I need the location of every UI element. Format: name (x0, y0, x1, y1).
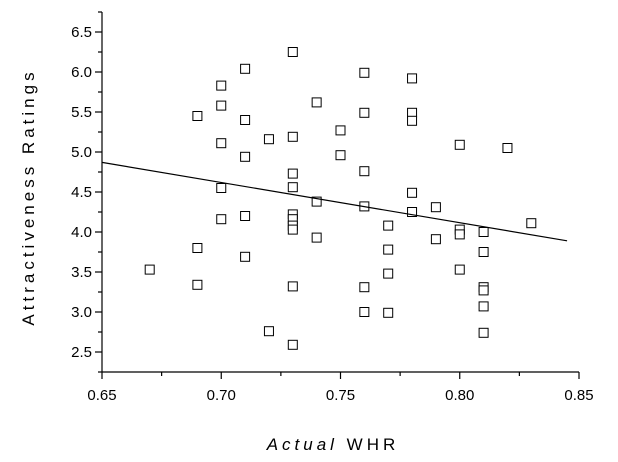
data-point (240, 115, 251, 125)
data-point (144, 264, 155, 275)
y-tick-label: 5.5 (71, 104, 92, 121)
data-point (311, 196, 322, 207)
data-point (407, 73, 418, 84)
trendline (101, 161, 568, 242)
x-tick-label: 0.75 (326, 387, 355, 404)
data-point (287, 168, 298, 179)
data-point (287, 281, 298, 292)
data-point (407, 187, 418, 198)
data-point (383, 268, 394, 279)
data-point (407, 115, 418, 126)
data-point (311, 232, 322, 243)
data-point (478, 327, 489, 338)
data-point (287, 182, 298, 193)
data-point (454, 229, 465, 240)
data-point (359, 307, 370, 317)
data-point (454, 264, 465, 275)
chart-axes: 0.65 0.70 0.75 0.80 0.85 2.5 3.0 3.5 4.0 4.5 5.0 5.… (71, 11, 594, 404)
data-point (287, 131, 298, 142)
data-point (526, 218, 537, 229)
data-point (287, 224, 298, 235)
y-tick-label: 5.0 (71, 144, 92, 161)
x-axis-title-rest: WHR (338, 435, 399, 454)
data-point (240, 151, 251, 162)
data-point (359, 166, 370, 177)
data-point (383, 307, 394, 318)
x-tick-label: 0.70 (207, 387, 236, 404)
data-point (192, 279, 203, 290)
x-tick-label: 0.80 (445, 387, 474, 404)
data-point (478, 301, 489, 312)
y-tick-label: 3.5 (71, 264, 92, 281)
x-tick-label: 0.85 (564, 387, 593, 404)
y-axis-title: Attractiveness Ratings (19, 68, 38, 325)
y-tick-label: 6.5 (71, 24, 92, 41)
data-point (478, 285, 489, 296)
data-point (359, 107, 370, 118)
data-point (430, 234, 441, 245)
data-point (335, 125, 346, 136)
data-point (240, 251, 251, 262)
data-point (263, 326, 274, 337)
x-axis-title: Actual WHR (266, 435, 400, 454)
data-point (192, 243, 203, 253)
data-point (478, 247, 489, 257)
data-point (263, 134, 274, 145)
y-tick-label: 2.5 (71, 344, 92, 361)
data-point (359, 282, 370, 293)
y-tick-label: 3.0 (71, 304, 92, 321)
data-point (335, 150, 346, 161)
data-point (216, 214, 227, 225)
y-tick-label: 4.0 (71, 224, 92, 241)
data-point (287, 339, 298, 350)
data-point (216, 183, 227, 193)
x-axis-title-italic: Actual (266, 435, 338, 454)
data-point (407, 207, 418, 217)
data-point (216, 138, 227, 149)
data-point (192, 111, 203, 121)
data-point (430, 202, 441, 213)
trendline-group (101, 161, 568, 242)
data-point (454, 139, 465, 150)
data-point (240, 63, 251, 74)
data-point (216, 100, 227, 111)
y-tick-label: 6.0 (71, 64, 92, 81)
x-tick-label: 0.65 (87, 387, 116, 404)
data-point (478, 227, 489, 237)
data-point (240, 211, 251, 221)
data-point (383, 220, 394, 231)
data-point (359, 67, 370, 78)
data-point (383, 244, 394, 255)
data-points (144, 47, 537, 350)
data-point (502, 143, 513, 153)
data-point (216, 80, 227, 91)
data-point (311, 97, 322, 108)
y-tick-label: 4.5 (71, 184, 92, 201)
data-point (287, 47, 298, 57)
